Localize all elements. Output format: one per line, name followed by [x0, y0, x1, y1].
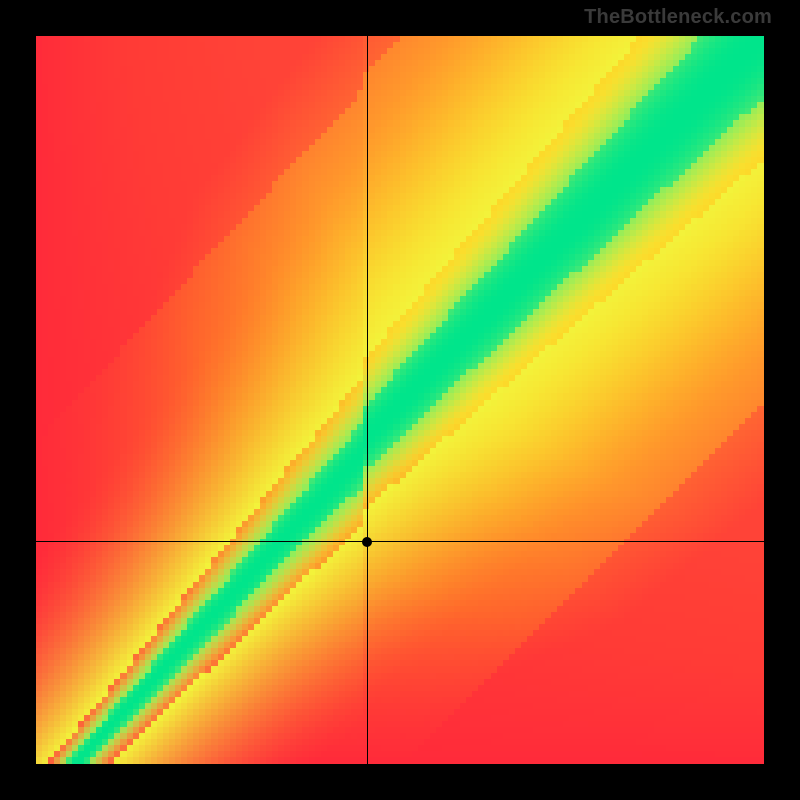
- page-root: TheBottleneck.com: [0, 0, 800, 800]
- attribution-text: TheBottleneck.com: [584, 6, 772, 29]
- crosshair-marker: [362, 537, 372, 547]
- heatmap-plot: [36, 36, 764, 764]
- heatmap-canvas: [36, 36, 764, 764]
- crosshair-vertical: [367, 36, 368, 764]
- crosshair-horizontal: [36, 541, 764, 542]
